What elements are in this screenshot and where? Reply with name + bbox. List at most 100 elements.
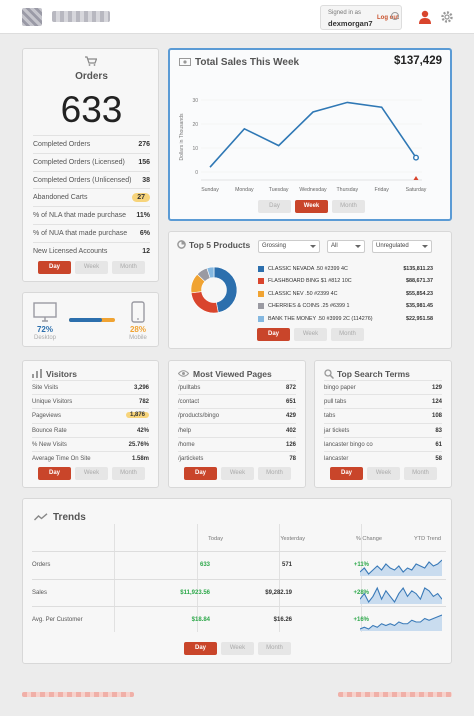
change-header: % Change: [355, 536, 382, 542]
trend-yesterday-value: 571: [281, 562, 292, 568]
search-row[interactable]: pull tabs 124: [324, 394, 442, 408]
week-button[interactable]: Week: [221, 642, 254, 655]
month-button[interactable]: Month: [404, 467, 437, 480]
ytd-sparkline: [360, 559, 442, 576]
sales-point-marker[interactable]: [412, 154, 419, 161]
x-tick-label: Friday: [374, 187, 389, 193]
search-row[interactable]: lancaster bingo co 61: [324, 436, 442, 451]
search-row[interactable]: jar tickets 83: [324, 422, 442, 437]
product-name: BANK THE MONEY .50 #3999 2C (114276): [268, 315, 373, 322]
category-select[interactable]: All: [327, 240, 365, 253]
viewed-row-label: /pulltabs: [178, 385, 201, 391]
money-icon: [179, 58, 191, 66]
sales-title: Total Sales This Week: [195, 57, 300, 68]
month-button[interactable]: Month: [258, 642, 291, 655]
day-button[interactable]: Day: [184, 467, 217, 480]
viewed-row-label: /products/bingo: [178, 413, 220, 420]
mobile-label: Mobile: [129, 335, 147, 341]
trend-today-value: $11,923.56: [180, 589, 210, 596]
trend-today-value: 633: [199, 562, 210, 568]
products-period-group: Day Week Month: [257, 328, 365, 341]
viewed-row[interactable]: /contact 651: [178, 394, 296, 408]
donut-slice[interactable]: [206, 266, 215, 279]
regulation-select[interactable]: Unregulated: [372, 240, 432, 253]
sparkline-line: [360, 586, 442, 603]
yesterday-header: Yesterday: [280, 536, 305, 542]
trend-row: Sales $11,923.56 $9,282.19 +28%: [32, 578, 446, 606]
viewed-row-value: 126: [285, 441, 296, 448]
search-row-value: 58: [435, 456, 442, 462]
viewed-row[interactable]: /pulltabs 872: [178, 380, 296, 394]
power-icon[interactable]: [391, 12, 399, 20]
product-legend-row[interactable]: CHERRIES & COINS .25 #6399 1 $35,981.45: [258, 301, 433, 312]
visitors-row[interactable]: Pageviews 1,876: [32, 408, 149, 422]
month-button[interactable]: Month: [112, 261, 145, 274]
visitors-row-label: Site Visits: [32, 385, 59, 391]
month-button[interactable]: Month: [332, 200, 365, 213]
week-button[interactable]: Week: [221, 467, 254, 480]
products-title: Top 5 Products: [189, 240, 251, 250]
viewed-row-value: 402: [285, 427, 296, 434]
ytd-header: YTD Trend: [413, 536, 441, 542]
viewed-row[interactable]: /help 402: [178, 422, 296, 437]
search-row[interactable]: lancaster 58: [324, 451, 442, 465]
order-stat-row: New Licensed Accounts 12: [33, 241, 150, 259]
sparkline-line: [360, 614, 442, 630]
week-button[interactable]: Week: [367, 467, 400, 480]
search-period-group: Day Week Month: [330, 467, 438, 480]
month-button[interactable]: Month: [112, 467, 145, 480]
logout-link[interactable]: Log out: [377, 15, 399, 21]
column-divider: [361, 524, 362, 632]
week-button[interactable]: Week: [75, 261, 108, 274]
visitors-row[interactable]: % New Visits 25.76%: [32, 436, 149, 451]
day-button[interactable]: Day: [38, 467, 71, 480]
viewed-row[interactable]: /products/bingo 429: [178, 408, 296, 422]
visitors-row[interactable]: Site Visits 3,296: [32, 380, 149, 394]
day-button[interactable]: Day: [258, 200, 291, 213]
visitors-row-label: Unique Visitors: [32, 399, 73, 406]
search-title: Top Search Terms: [337, 369, 410, 379]
sparkline-line: [360, 559, 442, 575]
search-row[interactable]: tabs 108: [324, 408, 442, 422]
week-button[interactable]: Week: [75, 467, 108, 480]
search-row[interactable]: bingo paper 129: [324, 380, 442, 394]
trend-change-value: +16%: [353, 617, 369, 623]
visitors-row[interactable]: Bounce Rate 42%: [32, 422, 149, 437]
sales-line-chart: Dollars in Thousands 0 10 20 30 Sunday Monday T…: [179, 98, 427, 193]
order-stat-value: 6%: [139, 230, 150, 237]
viewed-row[interactable]: /home 126: [178, 436, 296, 451]
week-button[interactable]: Week: [294, 328, 327, 341]
logo-icon[interactable]: [22, 8, 42, 26]
day-button[interactable]: Day: [330, 467, 363, 480]
gear-icon[interactable]: [440, 10, 454, 24]
visitors-row[interactable]: Unique Visitors 782: [32, 394, 149, 408]
product-legend-row[interactable]: CLASSIC NEV .50 #2399 4C $55,854.23: [258, 289, 433, 300]
product-legend-row[interactable]: FLASHBOARD BING $1 #812 10C $88,671.37: [258, 276, 433, 287]
footer-links[interactable]: [338, 692, 452, 697]
donut-slice[interactable]: [213, 266, 238, 313]
product-legend-row[interactable]: BANK THE MONEY .50 #3999 2C (114276) $22,…: [258, 314, 433, 325]
trend-metric-label: Orders: [32, 562, 51, 568]
product-name: FLASHBOARD BING $1 #812 10C: [268, 278, 352, 285]
viewed-row[interactable]: /jartickets 78: [178, 451, 296, 465]
visitors-row-value: 3,296: [133, 385, 149, 391]
day-button[interactable]: Day: [38, 261, 71, 274]
visitors-row-label: % New Visits: [32, 441, 67, 448]
order-stat-label: Completed Orders (Unlicensed): [33, 176, 132, 184]
search-row-label: pull tabs: [324, 399, 347, 406]
day-button[interactable]: Day: [184, 642, 217, 655]
user-icon[interactable]: [419, 10, 431, 24]
month-button[interactable]: Month: [258, 467, 291, 480]
grossing-select[interactable]: Grossing: [258, 240, 320, 253]
username: dexmorgan7: [328, 19, 373, 28]
month-button[interactable]: Month: [331, 328, 364, 341]
product-legend-row[interactable]: CLASSIC NEVADA .50 #2399 4C $135,811.23: [258, 264, 433, 275]
day-button[interactable]: Day: [257, 328, 290, 341]
today-header: Today: [208, 536, 223, 542]
column-divider: [279, 524, 280, 632]
donut-slice[interactable]: [190, 291, 219, 314]
logo-wordmark[interactable]: [52, 11, 110, 22]
week-button[interactable]: Week: [295, 200, 328, 213]
visitors-row[interactable]: Average Time On Site 1.58m: [32, 451, 149, 465]
visitors-row-value: 25.76%: [128, 441, 149, 448]
